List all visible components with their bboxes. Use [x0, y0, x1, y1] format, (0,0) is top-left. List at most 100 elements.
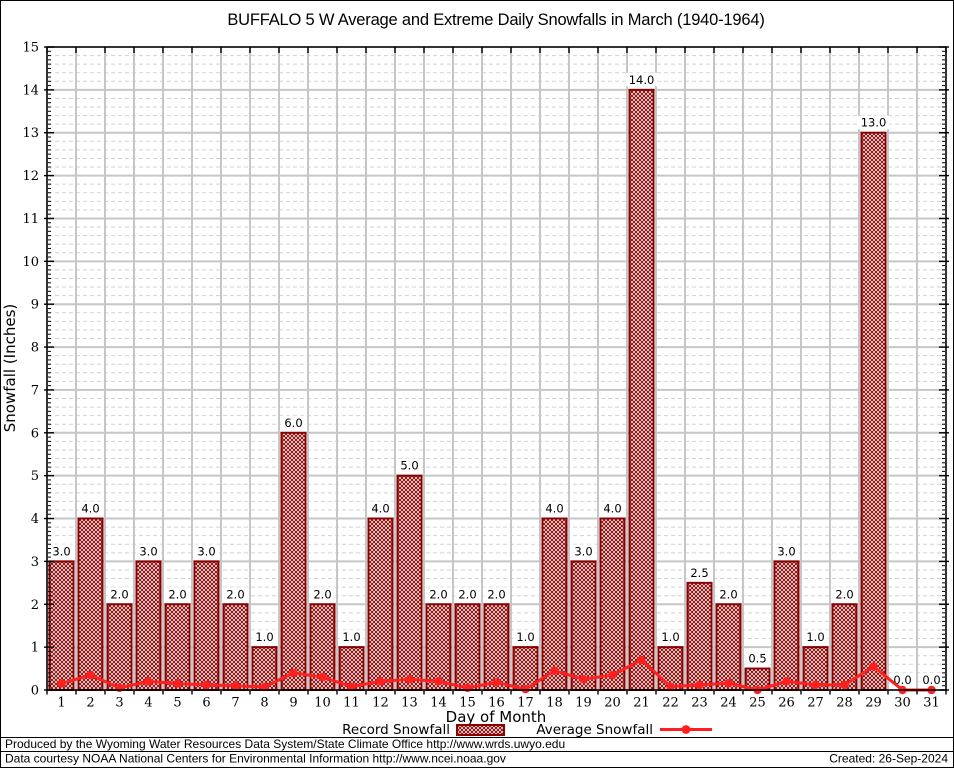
bar-value-label: 0.0	[893, 673, 911, 687]
bar-label-bg	[919, 673, 944, 687]
bar-day-1	[48, 560, 75, 692]
x-tick-label: 31	[923, 696, 940, 711]
bar-day-20	[599, 517, 626, 691]
legend-record-label: Record Snowfall	[342, 722, 450, 738]
bar-label-bg	[716, 587, 741, 601]
y-tick-label: 7	[31, 383, 39, 398]
average-marker-day-27	[811, 680, 820, 690]
bar-day-7	[222, 603, 249, 691]
x-tick-label: 7	[231, 696, 239, 711]
bar-value-label: 4.0	[81, 502, 99, 516]
bar-day-21	[628, 88, 655, 692]
average-marker-day-10	[318, 672, 327, 682]
x-tick-label: 30	[894, 696, 911, 711]
x-tick-label: 21	[633, 696, 650, 711]
y-tick-label: 12	[22, 169, 39, 184]
y-tick-label: 4	[31, 512, 39, 527]
average-marker-day-19	[579, 675, 588, 684]
bar-value-label: 2.0	[226, 587, 244, 601]
average-marker-day-6	[202, 680, 211, 690]
y-tick-label: 10	[22, 255, 39, 270]
y-tick-label: 6	[31, 426, 39, 441]
bar-value-label: 3.0	[52, 544, 70, 558]
y-tick-label: 5	[31, 469, 39, 484]
bar-value-label: 2.0	[835, 587, 853, 601]
x-tick-label: 11	[343, 696, 360, 711]
bar-label-bg	[426, 587, 451, 601]
bar-label-bg	[136, 544, 161, 558]
bar-day-14	[425, 603, 452, 691]
y-tick-label: 9	[31, 298, 39, 313]
bar-value-label: 4.0	[603, 502, 621, 516]
bar-label-bg	[78, 501, 103, 516]
bar-value-label: 3.0	[574, 544, 592, 558]
average-marker-day-11	[347, 682, 356, 691]
y-tick-label: 15	[22, 41, 39, 56]
bar-label-bg	[571, 544, 596, 558]
y-tick-label: 14	[22, 83, 39, 98]
bar-day-2	[77, 517, 104, 691]
bar-value-label: 2.0	[110, 587, 128, 601]
x-tick-label: 26	[778, 696, 795, 711]
bar-value-label: 2.0	[168, 587, 186, 601]
bar-value-label: 2.0	[313, 587, 331, 601]
y-tick-label: 2	[31, 598, 39, 613]
bar-value-label: 1.0	[255, 630, 273, 644]
average-marker-day-23	[695, 680, 704, 690]
bar-day-12	[367, 517, 394, 691]
average-marker-day-28	[840, 680, 849, 690]
bar-day-5	[164, 603, 191, 691]
bar-value-label: 4.0	[545, 502, 563, 516]
bar-day-9	[280, 431, 307, 691]
x-tick-label: 5	[173, 696, 181, 711]
legend: Record Snowfall Average Snowfall	[342, 722, 712, 738]
x-tick-label: 14	[430, 696, 447, 711]
footer-data-line: Data courtesy NOAA National Centers for …	[5, 752, 506, 766]
bar-labels: 3.0 4.0 2.0 3.0 2.0 3.0 2.0 1.0 6.0 2.0 1.0 4.0 5.0 2…	[49, 72, 944, 687]
bar-label-bg	[687, 565, 712, 580]
bar-label-bg	[281, 415, 306, 430]
chart-title: BUFFALO 5 W Average and Extreme Daily Sn…	[227, 11, 764, 29]
average-marker-day-1	[57, 679, 66, 688]
bar-value-label: 2.5	[690, 566, 708, 580]
bar-value-label: 1.0	[806, 630, 824, 644]
bar-label-bg	[368, 501, 393, 516]
axis-ticks	[44, 46, 949, 695]
bar-value-label: 3.0	[777, 544, 795, 558]
bar-value-label: 2.0	[719, 587, 737, 601]
average-marker-day-4	[144, 677, 153, 686]
bar-label-bg	[194, 544, 219, 558]
bar-day-18	[541, 517, 568, 691]
x-tick-label: 2	[86, 696, 94, 711]
x-tick-label: 13	[401, 696, 418, 711]
x-tick-label: 9	[289, 696, 297, 711]
bar-label-bg	[542, 501, 567, 516]
bar-day-13	[396, 474, 423, 691]
y-tick-label: 8	[31, 341, 39, 356]
bar-day-16	[483, 603, 510, 691]
bar-value-label: 1.0	[516, 630, 534, 644]
legend-average-marker	[681, 725, 691, 734]
bar-value-label: 3.0	[197, 544, 215, 558]
bar-label-bg	[832, 587, 857, 601]
x-tick-label: 28	[836, 696, 853, 711]
average-marker-day-26	[782, 677, 791, 686]
bar-value-label: 3.0	[139, 544, 157, 558]
bar-value-label: 0.5	[748, 652, 766, 666]
bar-value-label: 2.0	[458, 587, 476, 601]
average-marker-day-24	[724, 678, 733, 688]
x-tick-label: 22	[662, 696, 679, 711]
average-series	[57, 655, 936, 695]
bar-label-bg	[774, 544, 799, 558]
bar-label-bg	[625, 72, 658, 87]
bar-label-bg	[397, 458, 422, 473]
bar-day-3	[106, 603, 133, 691]
bar-value-label: 5.0	[400, 459, 418, 473]
bar-label-bg	[165, 587, 190, 601]
average-marker-day-16	[492, 678, 501, 687]
bar-label-bg	[658, 630, 683, 644]
average-marker-day-29	[869, 662, 878, 671]
x-tick-label: 23	[691, 696, 708, 711]
bar-day-26	[773, 560, 800, 692]
average-marker-day-18	[550, 666, 559, 675]
